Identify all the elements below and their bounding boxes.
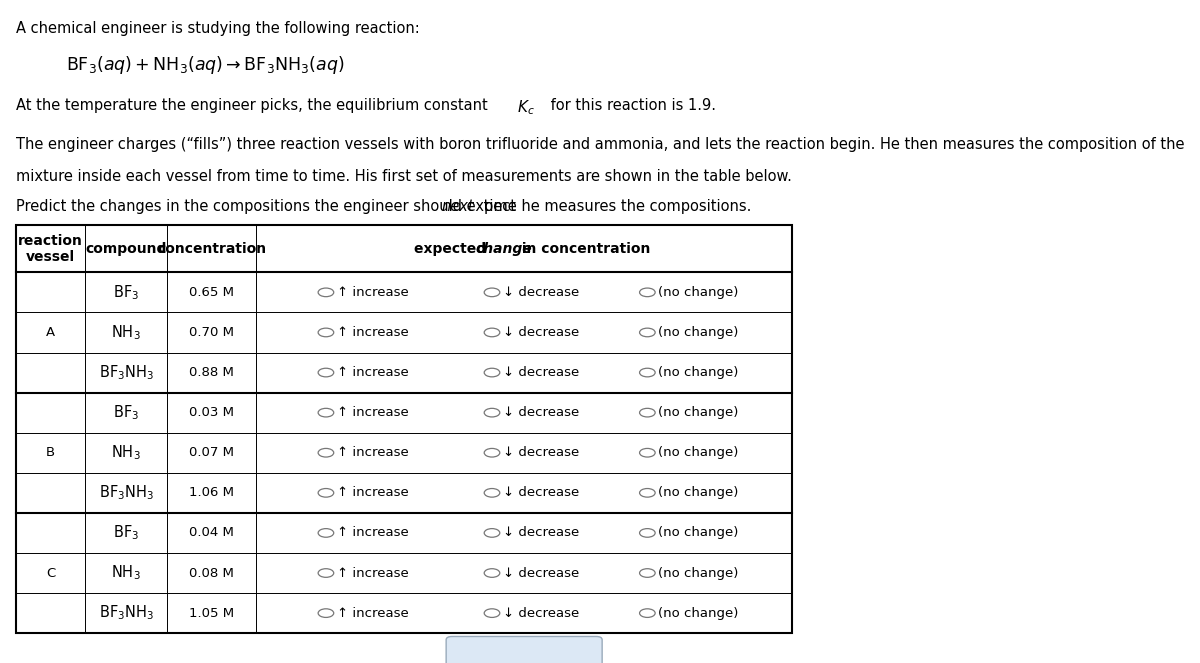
Text: expected: expected <box>414 242 491 256</box>
Text: ↑ increase: ↑ increase <box>337 286 408 299</box>
Text: for this reaction is 1.9.: for this reaction is 1.9. <box>546 98 716 113</box>
Text: ↑ increase: ↑ increase <box>337 526 408 540</box>
Text: concentration: concentration <box>157 242 266 256</box>
Text: 0.08 M: 0.08 M <box>190 566 234 579</box>
Text: A chemical engineer is studying the following reaction:: A chemical engineer is studying the foll… <box>16 21 419 36</box>
Text: $\mathrm{BF_3}$: $\mathrm{BF_3}$ <box>113 524 139 542</box>
Text: 1.06 M: 1.06 M <box>190 487 234 499</box>
Text: time he measures the compositions.: time he measures the compositions. <box>479 199 751 214</box>
Text: ↑ increase: ↑ increase <box>337 446 408 459</box>
Text: $\mathrm{BF_3}$: $\mathrm{BF_3}$ <box>113 283 139 302</box>
Text: ↓ decrease: ↓ decrease <box>503 566 580 579</box>
Text: ↑ increase: ↑ increase <box>337 406 408 419</box>
Text: At the temperature the engineer picks, the equilibrium constant: At the temperature the engineer picks, t… <box>16 98 492 113</box>
Text: $\mathrm{NH_3}$: $\mathrm{NH_3}$ <box>112 444 142 462</box>
Text: (no change): (no change) <box>658 566 738 579</box>
Text: compound: compound <box>85 242 167 256</box>
Text: $\mathrm{BF_3NH_3}$: $\mathrm{BF_3NH_3}$ <box>98 604 154 623</box>
Text: change: change <box>476 242 533 256</box>
Text: ↑ increase: ↑ increase <box>337 607 408 620</box>
Text: ↓ decrease: ↓ decrease <box>503 446 580 459</box>
Text: ↺: ↺ <box>545 648 562 663</box>
Text: ↓ decrease: ↓ decrease <box>503 366 580 379</box>
Text: C: C <box>46 566 55 579</box>
Text: (no change): (no change) <box>658 326 738 339</box>
Text: 0.88 M: 0.88 M <box>190 366 234 379</box>
Text: mixture inside each vessel from time to time. His first set of measurements are : mixture inside each vessel from time to … <box>16 169 792 184</box>
Text: in concentration: in concentration <box>517 242 650 256</box>
Text: ↓ decrease: ↓ decrease <box>503 286 580 299</box>
Text: (no change): (no change) <box>658 366 738 379</box>
Text: ↑ increase: ↑ increase <box>337 366 408 379</box>
Text: (no change): (no change) <box>658 526 738 540</box>
Text: $\mathrm{BF_3NH_3}$: $\mathrm{BF_3NH_3}$ <box>98 483 154 502</box>
Text: The engineer charges (“fills”) three reaction vessels with boron trifluoride and: The engineer charges (“fills”) three rea… <box>16 137 1184 152</box>
Text: ↓ decrease: ↓ decrease <box>503 326 580 339</box>
Text: $K_c$: $K_c$ <box>517 98 535 117</box>
Text: 0.07 M: 0.07 M <box>190 446 234 459</box>
Text: (no change): (no change) <box>658 406 738 419</box>
Text: (no change): (no change) <box>658 286 738 299</box>
Text: 1.05 M: 1.05 M <box>190 607 234 620</box>
Text: (no change): (no change) <box>658 487 738 499</box>
Text: $\mathrm{BF_3NH_3}$: $\mathrm{BF_3NH_3}$ <box>98 363 154 382</box>
Text: ↓ decrease: ↓ decrease <box>503 526 580 540</box>
Text: $\mathrm{NH_3}$: $\mathrm{NH_3}$ <box>112 323 142 342</box>
Text: B: B <box>46 446 55 459</box>
Text: 0.04 M: 0.04 M <box>190 526 234 540</box>
Text: ↓ decrease: ↓ decrease <box>503 607 580 620</box>
Text: ↓ decrease: ↓ decrease <box>503 487 580 499</box>
Text: ×: × <box>487 649 503 663</box>
Text: 0.70 M: 0.70 M <box>190 326 234 339</box>
Text: ↑ increase: ↑ increase <box>337 326 408 339</box>
Text: 0.65 M: 0.65 M <box>190 286 234 299</box>
Text: reaction
vessel: reaction vessel <box>18 234 83 264</box>
Text: ↓ decrease: ↓ decrease <box>503 406 580 419</box>
Text: (no change): (no change) <box>658 446 738 459</box>
Text: Predict the changes in the compositions the engineer should expect: Predict the changes in the compositions … <box>16 199 521 214</box>
Text: 0.03 M: 0.03 M <box>190 406 234 419</box>
Text: $\mathrm{NH_3}$: $\mathrm{NH_3}$ <box>112 564 142 582</box>
Text: $\mathrm{BF_3}$: $\mathrm{BF_3}$ <box>113 403 139 422</box>
Text: ↑ increase: ↑ increase <box>337 487 408 499</box>
Text: $\mathrm{BF_3}(aq)+\mathrm{NH_3}(aq)\rightarrow\mathrm{BF_3NH_3}(aq)$: $\mathrm{BF_3}(aq)+\mathrm{NH_3}(aq)\rig… <box>66 54 344 76</box>
Text: (no change): (no change) <box>658 607 738 620</box>
Text: ↑ increase: ↑ increase <box>337 566 408 579</box>
Text: A: A <box>46 326 55 339</box>
Text: next: next <box>442 199 474 214</box>
